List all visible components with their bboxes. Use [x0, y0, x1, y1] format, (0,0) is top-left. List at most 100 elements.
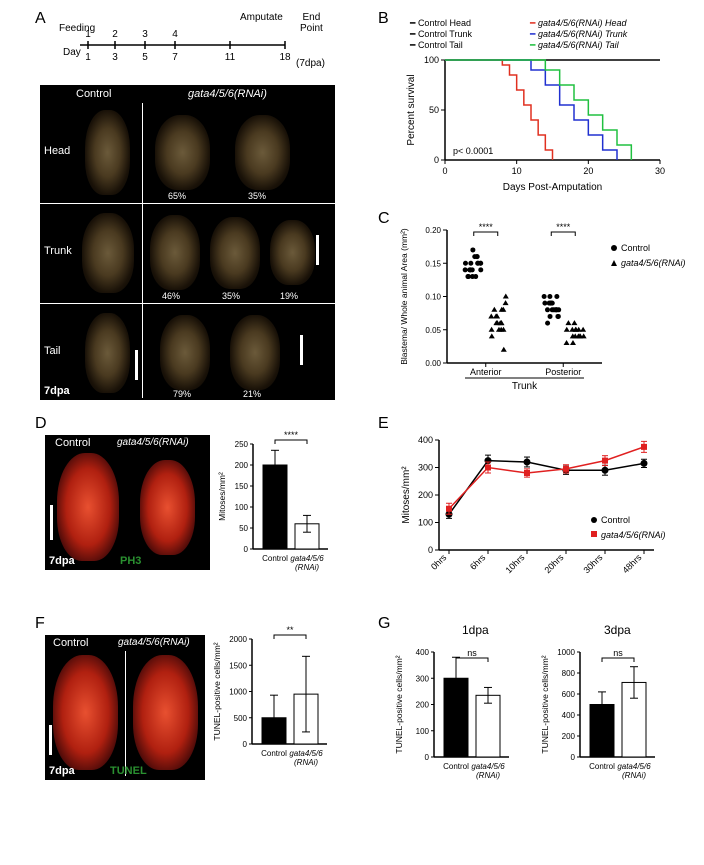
svg-text:Control: Control — [443, 762, 469, 771]
panel-label-g: G — [378, 615, 390, 633]
f-rnai: gata4/5/6(RNAi) — [118, 637, 190, 648]
panel-label-c: C — [378, 210, 390, 228]
svg-text:gata4/5/6(RNAi): gata4/5/6(RNAi) — [621, 258, 685, 268]
svg-text:gata4/5/6(RNAi): gata4/5/6(RNAi) — [601, 530, 666, 540]
panel-label-d: D — [35, 415, 47, 433]
panel-label-a: A — [35, 10, 46, 28]
control-header: Control — [76, 88, 111, 100]
row-tail: Tail — [44, 345, 61, 357]
d-7dpa: 7dpa — [49, 555, 75, 567]
svg-text:Control: Control — [261, 749, 287, 758]
svg-text:gata4/5/6: gata4/5/6 — [289, 749, 323, 758]
legend-rnai-tail: ━ gata4/5/6(RNAi) Tail — [530, 40, 619, 51]
d-rnai: gata4/5/6(RNAi) — [117, 437, 189, 448]
svg-text:7: 7 — [172, 52, 178, 63]
svg-text:0: 0 — [244, 545, 249, 554]
g-title-3dpa: 3dpa — [604, 623, 631, 637]
svg-text:10hrs: 10hrs — [503, 552, 526, 575]
svg-text:6hrs: 6hrs — [468, 552, 488, 572]
svg-text:Percent survival: Percent survival — [406, 74, 417, 145]
d-control: Control — [55, 437, 90, 449]
svg-text:TUNEL-positive cells/mm²: TUNEL-positive cells/mm² — [394, 655, 404, 753]
svg-text:500: 500 — [234, 714, 248, 723]
svg-text:gata4/5/6: gata4/5/6 — [290, 554, 324, 563]
svg-text:250: 250 — [235, 440, 249, 449]
svg-text:100: 100 — [416, 727, 430, 736]
pct-h2: 35% — [248, 191, 266, 201]
svg-text:gata4/5/6: gata4/5/6 — [471, 762, 505, 771]
svg-text:****: **** — [556, 222, 571, 232]
svg-text:30: 30 — [655, 166, 665, 176]
g-title-1dpa: 1dpa — [462, 623, 489, 637]
svg-text:400: 400 — [416, 648, 430, 657]
svg-text:800: 800 — [562, 669, 576, 678]
f-tunel: TUNEL — [110, 765, 147, 777]
svg-text:0.15: 0.15 — [425, 259, 441, 268]
svg-text:p< 0.0001: p< 0.0001 — [453, 146, 493, 156]
f-7dpa: 7dpa — [49, 765, 75, 777]
svg-text:300: 300 — [418, 463, 433, 473]
svg-text:20: 20 — [583, 166, 593, 176]
svg-text:(RNAi): (RNAi) — [622, 771, 646, 780]
svg-text:Blastema/ Whole animal Area (m: Blastema/ Whole animal Area (mm²) — [399, 228, 409, 365]
svg-text:Control: Control — [601, 515, 630, 525]
svg-text:ns: ns — [613, 648, 623, 658]
svg-text:200: 200 — [418, 490, 433, 500]
feeding-label: Feeding — [59, 23, 95, 34]
svg-text:5: 5 — [142, 52, 148, 63]
f-control: Control — [53, 637, 88, 649]
pct-t1: 46% — [162, 291, 180, 301]
svg-text:3: 3 — [142, 29, 148, 40]
row-head: Head — [44, 145, 70, 157]
svg-text:(RNAi): (RNAi) — [294, 758, 318, 767]
svg-text:Days Post-Amputation: Days Post-Amputation — [503, 182, 603, 193]
d-ph3: PH3 — [120, 555, 141, 567]
svg-text:200: 200 — [562, 732, 576, 741]
tunel-1dpa-bar: 0100200300400TUNEL-positive cells/mm²Con… — [392, 638, 532, 798]
svg-text:600: 600 — [562, 690, 576, 699]
legend-ctrl-trunk: ━ Control Trunk — [410, 29, 472, 40]
svg-text:TUNEL-positive cells/mm²: TUNEL-positive cells/mm² — [212, 642, 222, 740]
tunel-bar: 0500100015002000TUNEL-positive cells/mm²… — [210, 625, 350, 795]
legend-ctrl-head: ━ Control Head — [410, 18, 471, 29]
svg-text:****: **** — [479, 222, 494, 232]
svg-text:Anterior: Anterior — [470, 367, 502, 377]
panel-label-f: F — [35, 615, 45, 633]
corner-7dpa-a: 7dpa — [44, 385, 70, 397]
svg-text:Control: Control — [262, 554, 288, 563]
svg-text:0.05: 0.05 — [425, 326, 441, 335]
svg-text:TUNEL-positive cells/mm²: TUNEL-positive cells/mm² — [540, 655, 550, 753]
svg-text:gata4/5/6: gata4/5/6 — [617, 762, 651, 771]
svg-text:100: 100 — [418, 518, 433, 528]
svg-text:2: 2 — [112, 29, 118, 40]
panel-label-e: E — [378, 415, 389, 433]
svg-text:400: 400 — [562, 711, 576, 720]
tunel-3dpa-bar: 02004006008001000TUNEL-positive cells/mm… — [538, 638, 678, 798]
svg-text:1500: 1500 — [229, 661, 247, 670]
svg-text:10: 10 — [512, 166, 522, 176]
blastema-scatter: 0.000.050.100.150.20Blastema/ Whole anim… — [395, 218, 685, 406]
endpoint-label: EndPoint — [300, 12, 323, 34]
pct-tl2: 21% — [243, 389, 261, 399]
amputate-label: Amputate — [240, 12, 283, 23]
legend-rnai-trunk: ━ gata4/5/6(RNAi) Trunk — [530, 29, 627, 40]
rnai-header: gata4/5/6(RNAi) — [188, 88, 267, 100]
svg-text:50: 50 — [239, 524, 248, 533]
panel-f-micrograph: Control gata4/5/6(RNAi) 7dpa TUNEL — [45, 635, 205, 780]
svg-text:0: 0 — [571, 753, 576, 762]
svg-text:0: 0 — [243, 740, 248, 749]
pct-t2: 35% — [222, 291, 240, 301]
legend-rnai-head: ━ gata4/5/6(RNAi) Head — [530, 18, 626, 29]
svg-text:0: 0 — [434, 155, 439, 165]
svg-text:200: 200 — [416, 701, 430, 710]
svg-text:200: 200 — [235, 461, 249, 470]
svg-text:0.20: 0.20 — [425, 226, 441, 235]
svg-text:0: 0 — [428, 545, 433, 555]
svg-text:0.10: 0.10 — [425, 293, 441, 302]
dpa-label: (7dpa) — [296, 58, 325, 69]
svg-text:4: 4 — [172, 29, 178, 40]
svg-text:Control: Control — [621, 243, 650, 253]
svg-text:Trunk: Trunk — [512, 381, 538, 392]
svg-text:0: 0 — [442, 166, 447, 176]
svg-text:1000: 1000 — [229, 688, 247, 697]
